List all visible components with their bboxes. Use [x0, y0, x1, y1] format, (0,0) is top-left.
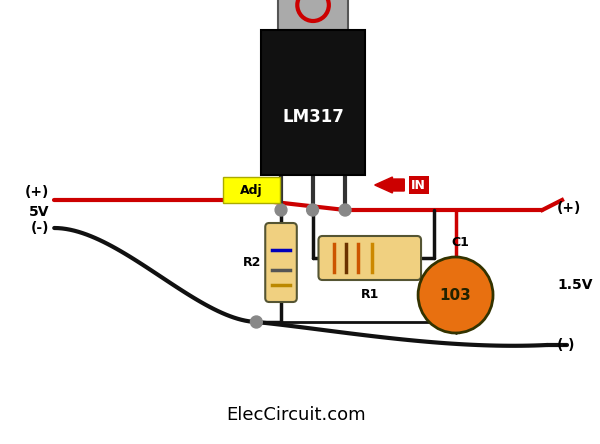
Circle shape — [250, 316, 262, 328]
Text: 103: 103 — [440, 288, 472, 302]
FancyBboxPatch shape — [319, 236, 421, 280]
Text: (-): (-) — [31, 221, 49, 235]
Circle shape — [339, 204, 351, 216]
Text: Adj: Adj — [240, 183, 263, 197]
Text: LM317: LM317 — [282, 108, 344, 126]
FancyArrow shape — [374, 177, 404, 193]
Text: 5V: 5V — [29, 205, 49, 219]
Text: R2: R2 — [243, 256, 262, 269]
FancyBboxPatch shape — [278, 0, 348, 30]
Text: (+): (+) — [25, 185, 49, 199]
Text: (+): (+) — [557, 201, 581, 215]
FancyBboxPatch shape — [265, 223, 297, 302]
Text: IN: IN — [411, 178, 426, 191]
Circle shape — [307, 204, 319, 216]
FancyBboxPatch shape — [262, 30, 365, 175]
Circle shape — [275, 204, 287, 216]
Circle shape — [418, 257, 493, 333]
Text: R1: R1 — [361, 288, 379, 301]
Text: (-): (-) — [557, 338, 575, 352]
Text: C1: C1 — [452, 236, 469, 249]
Text: 1.5V: 1.5V — [557, 278, 593, 292]
Text: ElecCircuit.com: ElecCircuit.com — [226, 406, 365, 424]
FancyBboxPatch shape — [223, 177, 280, 203]
